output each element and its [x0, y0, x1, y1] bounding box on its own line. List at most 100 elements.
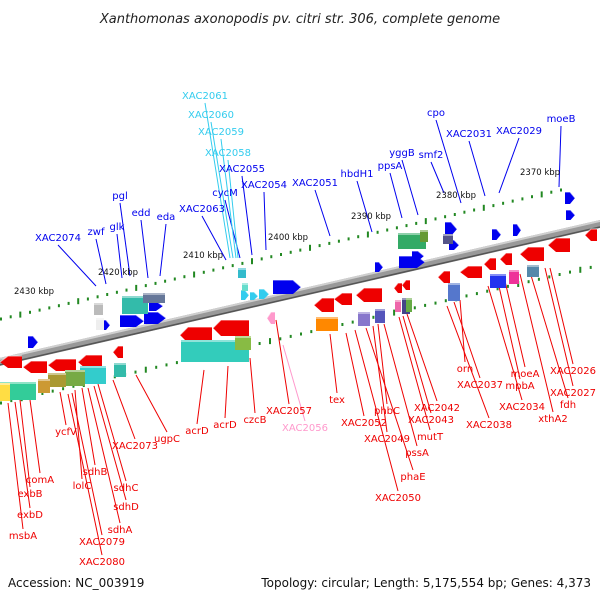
scale-tick [341, 323, 344, 326]
reverse-gene-arrow [460, 266, 482, 278]
scale-tick [372, 315, 375, 319]
gene-label: exbD [17, 510, 43, 521]
scale-tick [486, 289, 489, 293]
gene-label: XAC2060 [188, 110, 234, 121]
gene-leader-line [468, 140, 486, 197]
scale-tick [62, 387, 65, 391]
scale-tick [289, 334, 292, 338]
gene-label: moeB [547, 114, 576, 125]
gene-leader-line [95, 238, 107, 285]
gene-leader-line [59, 391, 67, 426]
gene-label: XAC2050 [375, 493, 421, 504]
gene-leader-line [372, 325, 388, 433]
forward-gene-arrow-highlight [513, 223, 522, 231]
gene-label: XAC2031 [446, 129, 492, 140]
gene-feature-block [48, 373, 66, 387]
reverse-gene-arrow-highlight [313, 297, 334, 306]
scale-tick [473, 208, 476, 212]
reverse-gene-arrow-highlight [519, 246, 544, 255]
scale-tick [569, 270, 571, 274]
gene-label: XAC2056 [282, 423, 328, 434]
gene-leader-line [112, 379, 136, 440]
gene-feature-block [114, 363, 126, 377]
reverse-gene-arrow-highlight [437, 270, 450, 278]
gene-leader-line [389, 172, 403, 219]
scale-tick [96, 295, 99, 299]
gene-feature-block-shine [0, 383, 10, 385]
scale-tick [395, 226, 398, 230]
forward-gene-arrow-highlight [259, 288, 270, 295]
reverse-gene-arrow [520, 247, 544, 261]
gene-label: zwf [88, 227, 105, 238]
scale-tick [393, 309, 396, 316]
gene-label: ppsA [378, 161, 403, 172]
gene-feature-block-shine [358, 312, 370, 314]
reverse-gene-arrow [484, 258, 496, 270]
gene-label: mpbA [505, 381, 534, 392]
gene-feature-block-shine [94, 303, 103, 305]
scale-tick [386, 228, 389, 232]
reverse-gene-arrow [213, 320, 249, 336]
gene-leader-line [263, 191, 267, 251]
scale-tick [280, 253, 282, 256]
scale-tick [560, 188, 562, 192]
gene-leader-line [446, 305, 490, 419]
gene-feature-block-shine [398, 233, 426, 235]
gene-leader-line [544, 267, 574, 387]
gene-feature-block-shine [443, 234, 453, 236]
scale-tick [589, 265, 592, 269]
scale-tick [9, 315, 12, 319]
gene-feature-block [143, 293, 165, 303]
gene-label: fdh [560, 400, 576, 411]
scale-tick [444, 299, 447, 303]
scale-tick [173, 277, 176, 281]
gene-label: XAC2052 [341, 418, 387, 429]
scale-tick [125, 288, 128, 292]
reverse-gene-arrow [180, 327, 212, 343]
scale-tick [492, 204, 495, 208]
scale-tick [193, 271, 196, 278]
gene-feature-block [490, 274, 506, 288]
gene-leader-line [453, 301, 481, 379]
forward-gene-arrow-highlight [566, 209, 576, 216]
gene-feature-block-shine [38, 379, 50, 381]
gene-label: cpo [427, 108, 445, 119]
reverse-gene-arrow-highlight [547, 237, 570, 246]
scale-tick [212, 268, 215, 272]
gene-label: pssA [405, 448, 429, 459]
gene-label: moeA [511, 369, 540, 380]
scale-tick [376, 230, 379, 234]
gene-feature-block-shine [48, 373, 66, 375]
gene-label: acrD [213, 420, 237, 431]
forward-gene-arrow-highlight [445, 221, 458, 230]
gene-feature-block-shine [114, 363, 126, 365]
accession-text: Accession: NC_003919 [8, 576, 144, 590]
forward-gene-arrow [565, 192, 575, 204]
gene-feature-block [358, 312, 370, 326]
gene-leader-line [498, 137, 520, 194]
scale-label: 2400 kbp [268, 233, 308, 243]
gene-label: XAC2051 [292, 178, 338, 189]
scale-tick [155, 365, 158, 369]
scale-label: 2410 kbp [183, 251, 223, 261]
reverse-gene-arrow-highlight [393, 282, 402, 289]
scale-tick [463, 210, 466, 214]
gene-leader-line [345, 332, 365, 417]
gene-leader-line [365, 327, 414, 471]
gene-label: eda [157, 212, 176, 223]
forward-gene-arrow [273, 280, 301, 294]
gene-leader-line [329, 333, 338, 394]
forward-gene-labels: moeBcpoXAC2029XAC2031smf2yggBppsAhbdH1XA… [35, 91, 576, 244]
scale-tick [41, 392, 44, 395]
gene-label: XAC2063 [179, 204, 225, 215]
gene-feature-block [80, 366, 106, 384]
gene-label: XAC2029 [496, 126, 542, 137]
gene-leader-line [29, 399, 41, 474]
reverse-gene-arrow-highlight [77, 354, 102, 363]
reverse-gene-arrow-highlight [401, 279, 410, 286]
scale-tick [415, 221, 418, 225]
gene-leader-line [196, 369, 205, 425]
gene-feature-block-shine [448, 283, 460, 285]
